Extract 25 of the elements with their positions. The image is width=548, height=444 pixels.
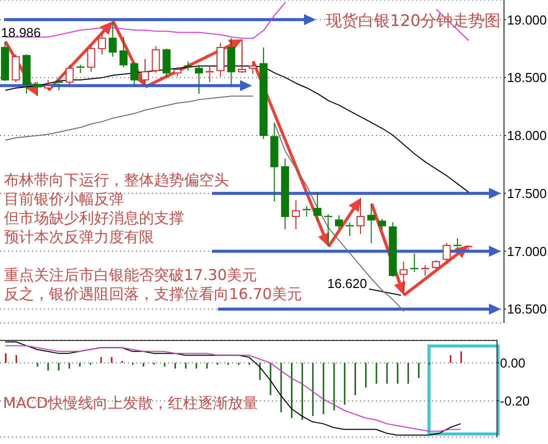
candlestick	[281, 158, 290, 230]
candlestick	[400, 261, 408, 296]
annotation: 重点关注后市白银能否突破17.30美元	[4, 266, 257, 285]
annotation: 但市场缺少利好消息的支撑	[4, 209, 184, 228]
annotation: 目前银价小幅反弹	[4, 190, 124, 209]
y-tick-label: 17.000	[507, 244, 547, 259]
annotation: 18.986	[1, 25, 41, 41]
candlestick	[227, 38, 236, 86]
candlestick	[141, 58, 150, 88]
candlestick	[356, 197, 364, 234]
y-tick-label: 0.00	[500, 355, 526, 370]
y-tick-label: 18.000	[507, 128, 547, 144]
y-tick-label: 18.500	[507, 70, 547, 86]
candlestick	[367, 203, 376, 244]
y-tick-label: 16.500	[507, 302, 547, 317]
y-tick-label: 19.000	[507, 12, 547, 28]
y-tick-label: -0.20	[500, 393, 530, 408]
annotation: 预计本次反弹力度有限	[4, 228, 154, 247]
y-tick-label: 17.500	[507, 186, 547, 201]
annotation: 16.620	[327, 276, 367, 292]
candlestick	[270, 122, 278, 202]
annotation: 反之，银价遇阻回落，支撑位看向16.70美元	[4, 285, 302, 304]
annotation: 布林带向下运行，整体趋势偏空头	[4, 171, 229, 190]
annotation: MACD快慢线向上发散，红柱逐渐放量	[3, 394, 258, 413]
candlestick	[292, 200, 300, 230]
